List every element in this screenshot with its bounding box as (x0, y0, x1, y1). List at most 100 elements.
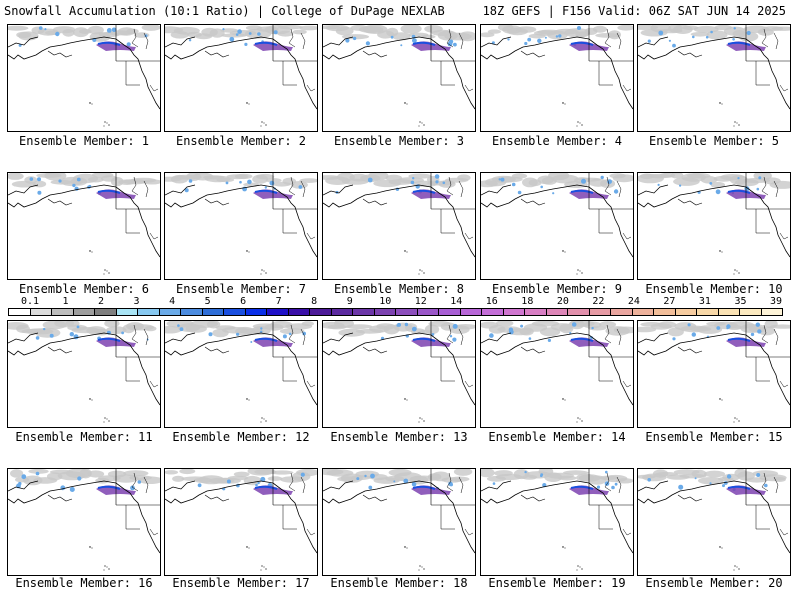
ensemble-member-label: Ensemble Member: 5 (648, 134, 780, 148)
ensemble-map-panel (164, 172, 318, 280)
ensemble-map-panel (480, 24, 634, 132)
color-scale-swatch (396, 309, 418, 315)
snowfall-map (638, 173, 790, 275)
ensemble-member-label: Ensemble Member: 8 (333, 282, 465, 296)
color-scale-swatch (654, 309, 676, 315)
color-scale-label: 12 (414, 296, 427, 307)
color-scale-swatch (697, 309, 719, 315)
color-scale-swatch (374, 309, 396, 315)
color-scale-label: 5 (204, 296, 211, 307)
ensemble-member-label: Ensemble Member: 15 (645, 430, 783, 444)
ensemble-map-panel (637, 320, 791, 428)
ensemble-map-panel (637, 468, 791, 576)
ensemble-member-label: Ensemble Member: 4 (491, 134, 623, 148)
ensemble-map-panel (7, 320, 161, 428)
color-scale-swatch (95, 309, 117, 315)
ensemble-map-panel (164, 320, 318, 428)
snowfall-map (481, 321, 633, 423)
color-scale-label: 4 (169, 296, 176, 307)
ensemble-map-panel (7, 24, 161, 132)
color-scale-swatch (245, 309, 267, 315)
color-scale-label: 18 (521, 296, 534, 307)
color-scale-swatch (546, 309, 568, 315)
model-run-info: 18Z GEFS | F156 Valid: 06Z SAT JUN 14 20… (482, 4, 786, 18)
snowfall-map (165, 173, 317, 275)
color-scale-swatch (632, 309, 654, 315)
ensemble-map-panel (637, 24, 791, 132)
color-scale-swatch (353, 309, 375, 315)
snowfall-map (8, 469, 160, 571)
ensemble-member-label: Ensemble Member: 3 (333, 134, 465, 148)
snowfall-map (323, 25, 475, 127)
color-scale-swatch (9, 309, 31, 315)
color-scale-label: 16 (485, 296, 498, 307)
ensemble-member-label: Ensemble Member: 14 (488, 430, 626, 444)
color-scale-swatch (224, 309, 246, 315)
ensemble-member-label: Ensemble Member: 16 (15, 576, 153, 590)
ensemble-member-label: Ensemble Member: 13 (330, 430, 468, 444)
color-scale-label: 2 (98, 296, 105, 307)
color-scale-label: 9 (346, 296, 353, 307)
color-scale-swatch (718, 309, 740, 315)
ensemble-map-panel (637, 172, 791, 280)
color-scale-swatch (52, 309, 74, 315)
snowfall-map (8, 321, 160, 423)
color-scale-label: 14 (450, 296, 463, 307)
color-scale-label: 10 (379, 296, 392, 307)
color-scale-swatch (116, 309, 138, 315)
color-scale-swatch (202, 309, 224, 315)
ensemble-member-label: Ensemble Member: 6 (18, 282, 150, 296)
color-scale-swatch (159, 309, 181, 315)
color-scale-label: 31 (698, 296, 711, 307)
snowfall-map (638, 321, 790, 423)
color-scale-label: 8 (311, 296, 318, 307)
color-scale-swatch (30, 309, 52, 315)
color-scale: 0.1 1 2 3 4 5 6 7 8 9 10 12 14 16 18 20 22 24 27 31 35 39 (8, 296, 783, 318)
color-scale-swatch (460, 309, 482, 315)
color-scale-swatch (138, 309, 160, 315)
color-scale-label: 39 (769, 296, 783, 307)
ensemble-map-panel (480, 320, 634, 428)
color-scale-swatch (288, 309, 310, 315)
color-scale-swatch (675, 309, 697, 315)
snowfall-map (323, 173, 475, 275)
ensemble-member-label: Ensemble Member: 10 (645, 282, 783, 296)
ensemble-map-panel (322, 468, 476, 576)
color-scale-label: 1 (62, 296, 69, 307)
ensemble-member-label: Ensemble Member: 18 (330, 576, 468, 590)
ensemble-member-label: Ensemble Member: 12 (172, 430, 310, 444)
ensemble-map-panel (480, 468, 634, 576)
ensemble-member-label: Ensemble Member: 7 (175, 282, 307, 296)
ensemble-map-panel (164, 24, 318, 132)
ensemble-member-label: Ensemble Member: 19 (488, 576, 626, 590)
snowfall-map (323, 469, 475, 571)
color-scale-swatch (482, 309, 504, 315)
snowfall-map (638, 469, 790, 571)
ensemble-map-panel (164, 468, 318, 576)
color-scale-label: 24 (627, 296, 640, 307)
ensemble-member-label: Ensemble Member: 9 (491, 282, 623, 296)
ensemble-member-label: Ensemble Member: 1 (18, 134, 150, 148)
ensemble-map-panel (322, 320, 476, 428)
color-scale-swatch (761, 309, 782, 315)
color-scale-label: 6 (240, 296, 247, 307)
ensemble-map-panel (7, 172, 161, 280)
color-scale-swatch (181, 309, 203, 315)
ensemble-map-panel (322, 24, 476, 132)
ensemble-map-panel (322, 172, 476, 280)
ensemble-member-label: Ensemble Member: 11 (15, 430, 153, 444)
snowfall-map (8, 25, 160, 127)
ensemble-map-panel (480, 172, 634, 280)
color-scale-label: 20 (556, 296, 569, 307)
color-scale-bar (8, 308, 783, 316)
snowfall-map (481, 25, 633, 127)
snowfall-map (323, 321, 475, 423)
ensemble-member-label: Ensemble Member: 2 (175, 134, 307, 148)
color-scale-label: 35 (734, 296, 747, 307)
snowfall-map (165, 321, 317, 423)
color-scale-swatch (73, 309, 95, 315)
ensemble-member-label: Ensemble Member: 20 (645, 576, 783, 590)
color-scale-swatch (331, 309, 353, 315)
snowfall-map (165, 25, 317, 127)
snowfall-map (638, 25, 790, 127)
